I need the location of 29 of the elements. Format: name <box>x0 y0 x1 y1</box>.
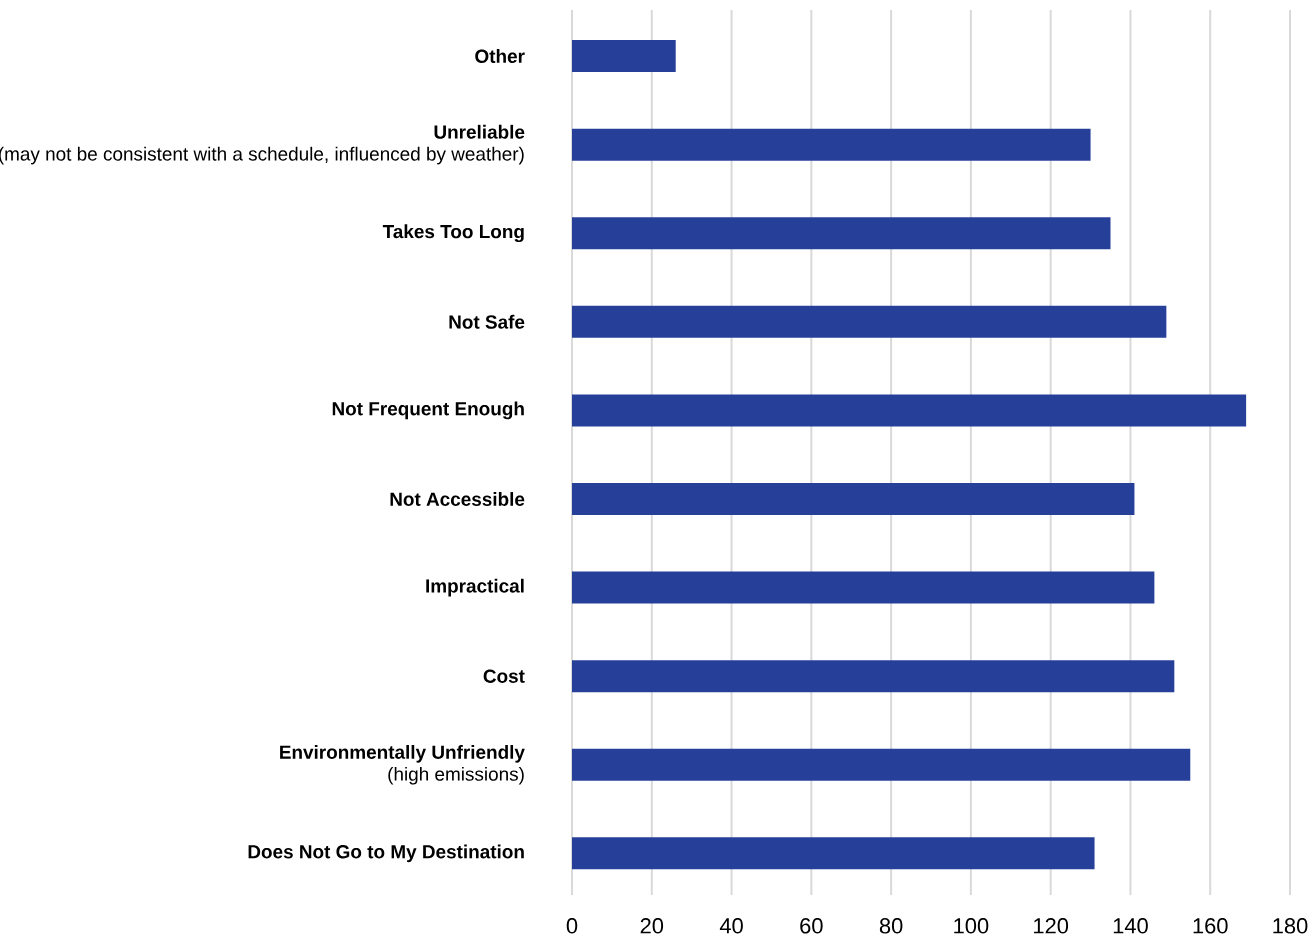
y-tick-label: Does Not Go to My Destination <box>248 844 524 863</box>
y-tick-label: Not Accessible <box>390 492 525 506</box>
x-tick-label: 140 <box>1113 918 1148 934</box>
bar <box>572 837 1095 870</box>
y-tick-label: Environmentally Unfriendly (high emissions) <box>280 744 525 785</box>
bar <box>572 748 1191 781</box>
y-tick-label: Not Frequent Enough <box>332 401 524 420</box>
bar <box>572 305 1167 338</box>
x-tick-label: 40 <box>719 918 743 934</box>
bar <box>572 660 1175 693</box>
x-tick-label: 180 <box>1273 918 1308 934</box>
x-tick-label: 160 <box>1193 918 1228 934</box>
bar <box>572 128 1091 161</box>
x-tick-label: 80 <box>879 918 903 934</box>
y-tick-label: Impractical <box>426 578 524 597</box>
bar <box>572 40 676 73</box>
x-tick-label: 0 <box>566 918 578 934</box>
y-tick-label: Takes Too Long <box>382 224 524 243</box>
y-tick-label: Not Safe <box>449 314 525 329</box>
bar <box>572 394 1247 427</box>
bar <box>572 217 1111 250</box>
bar <box>572 483 1135 515</box>
y-tick-label: Cost <box>483 669 525 683</box>
x-tick-label: 20 <box>640 918 664 934</box>
x-tick-label: 100 <box>954 918 989 934</box>
bar <box>572 571 1155 604</box>
x-tick-label: 60 <box>800 918 823 934</box>
x-tick-label: 120 <box>1034 918 1069 934</box>
y-tick-label: Other <box>475 49 525 63</box>
